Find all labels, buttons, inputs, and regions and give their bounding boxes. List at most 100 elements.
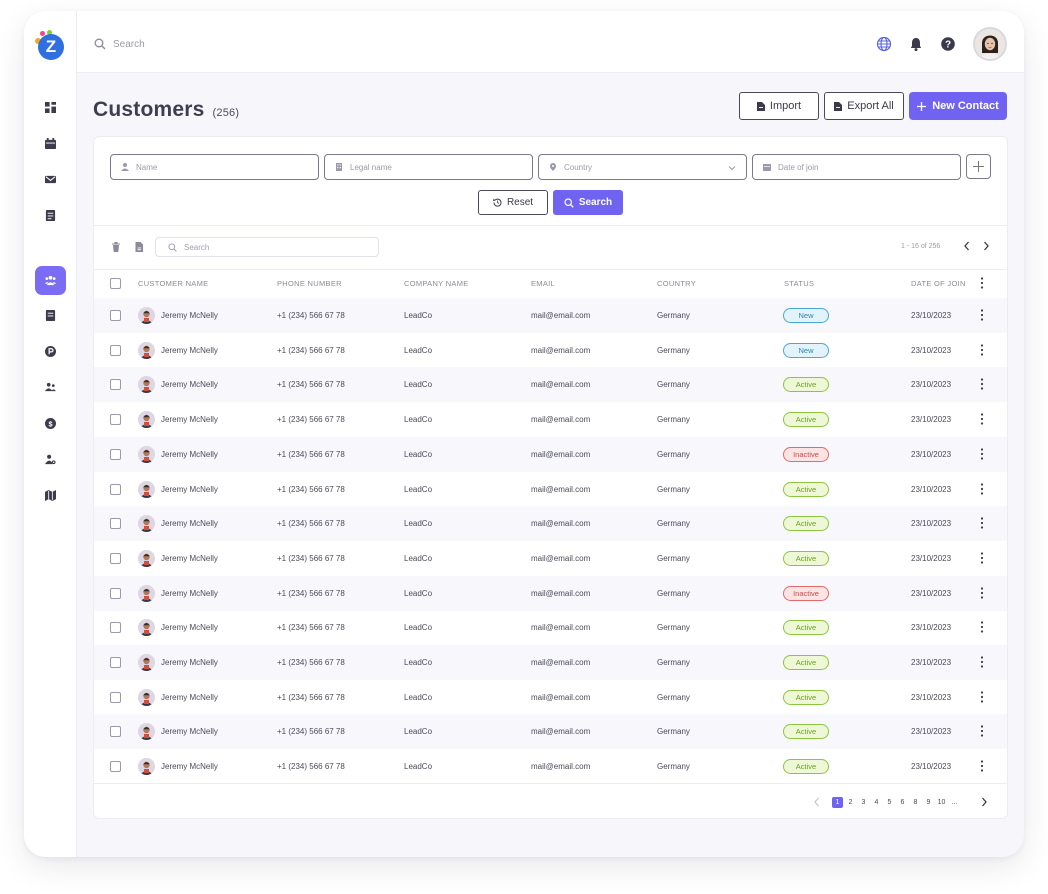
row-checkbox[interactable] bbox=[110, 552, 121, 564]
row-menu-icon[interactable] bbox=[980, 482, 984, 495]
row-menu-icon[interactable] bbox=[980, 691, 984, 703]
email-cell[interactable]: mail@email.com bbox=[531, 415, 591, 425]
app-logo[interactable]: Z bbox=[34, 30, 66, 62]
legal-name-filter[interactable] bbox=[324, 154, 533, 180]
email-cell[interactable]: mail@email.com bbox=[531, 623, 591, 633]
file-icon[interactable] bbox=[134, 242, 144, 252]
row-menu-icon[interactable] bbox=[980, 725, 984, 737]
row-checkbox[interactable] bbox=[110, 726, 121, 738]
row-menu-icon[interactable] bbox=[980, 621, 984, 633]
column-header-phone-number[interactable]: PHONE NUMBER bbox=[277, 279, 342, 288]
customer-name-cell[interactable]: Jeremy McNelly bbox=[161, 380, 218, 390]
table-row[interactable]: Jeremy McNelly +1 (234) 566 67 78 LeadCo ma… bbox=[94, 402, 1007, 437]
sidebar-item-report[interactable] bbox=[35, 201, 66, 230]
customer-name-cell[interactable]: Jeremy McNelly bbox=[161, 658, 218, 667]
country-filter[interactable] bbox=[538, 154, 747, 180]
row-menu-icon[interactable] bbox=[980, 309, 984, 321]
page-button[interactable]: 4 bbox=[874, 798, 879, 806]
chevron-right-icon[interactable] bbox=[981, 240, 991, 252]
column-header-date-of-join[interactable]: DATE OF JOIN bbox=[911, 279, 966, 288]
table-search[interactable] bbox=[155, 237, 379, 257]
legal-name-filter-input[interactable] bbox=[350, 162, 500, 172]
table-row[interactable]: Jeremy McNelly +1 (234) 566 67 78 LeadCo ma… bbox=[94, 680, 1007, 715]
table-row[interactable]: Jeremy McNelly +1 (234) 566 67 78 LeadCo ma… bbox=[94, 645, 1007, 680]
row-checkbox[interactable] bbox=[110, 518, 121, 530]
customer-name-cell[interactable]: Jeremy McNelly bbox=[161, 484, 218, 494]
email-cell[interactable]: mail@email.com bbox=[531, 519, 591, 529]
country-filter-select[interactable] bbox=[564, 162, 714, 172]
columns-menu-icon[interactable] bbox=[980, 277, 984, 289]
table-row[interactable]: Jeremy McNelly +1 (234) 566 67 78 LeadCo ma… bbox=[94, 714, 1007, 750]
table-row[interactable]: Jeremy McNelly +1 (234) 566 67 78 LeadCo ma… bbox=[94, 298, 1007, 333]
column-header-email[interactable]: EMAIL bbox=[531, 279, 556, 288]
page-button[interactable]: 8 bbox=[913, 798, 918, 806]
bell-icon[interactable] bbox=[908, 36, 924, 52]
help-icon[interactable]: ? bbox=[940, 36, 956, 52]
email-cell[interactable]: mail@email.com bbox=[531, 658, 591, 667]
date-of-join-filter[interactable] bbox=[752, 154, 961, 180]
select-all-checkbox[interactable] bbox=[110, 278, 121, 289]
row-menu-icon[interactable] bbox=[980, 656, 984, 668]
email-cell[interactable]: mail@email.com bbox=[531, 345, 591, 355]
sidebar-item-mail[interactable] bbox=[35, 165, 66, 194]
table-row[interactable]: Jeremy McNelly +1 (234) 566 67 78 LeadCo ma… bbox=[94, 367, 1007, 403]
row-checkbox[interactable] bbox=[110, 344, 121, 356]
trash-icon[interactable] bbox=[111, 242, 121, 252]
row-checkbox[interactable] bbox=[110, 622, 121, 634]
customer-name-cell[interactable]: Jeremy McNelly bbox=[161, 311, 218, 320]
table-row[interactable]: Jeremy McNelly +1 (234) 566 67 78 LeadCo ma… bbox=[94, 333, 1007, 368]
new-contact-button[interactable]: New Contact bbox=[909, 92, 1007, 120]
row-menu-icon[interactable] bbox=[980, 517, 984, 529]
sidebar-item-billing[interactable]: $ bbox=[35, 409, 66, 438]
customer-name-cell[interactable]: Jeremy McNelly bbox=[161, 692, 218, 702]
sidebar-item-documents[interactable] bbox=[35, 301, 66, 330]
row-checkbox[interactable] bbox=[110, 310, 121, 321]
customer-name-cell[interactable]: Jeremy McNelly bbox=[161, 727, 218, 737]
customer-name-cell[interactable]: Jeremy McNelly bbox=[161, 415, 218, 425]
customer-name-cell[interactable]: Jeremy McNelly bbox=[161, 588, 218, 598]
table-row[interactable]: Jeremy McNelly +1 (234) 566 67 78 LeadCo ma… bbox=[94, 749, 1007, 784]
sidebar-item-parking[interactable] bbox=[35, 337, 66, 366]
customer-name-cell[interactable]: Jeremy McNelly bbox=[161, 345, 218, 355]
search-button[interactable]: Search bbox=[553, 190, 623, 215]
table-row[interactable]: Jeremy McNelly +1 (234) 566 67 78 LeadCo ma… bbox=[94, 436, 1007, 472]
page-button[interactable]: 2 bbox=[848, 798, 853, 806]
chevron-left-icon[interactable] bbox=[812, 796, 822, 808]
import-button[interactable]: Import bbox=[739, 92, 819, 120]
row-menu-icon[interactable] bbox=[980, 413, 984, 425]
add-filter-button[interactable] bbox=[966, 154, 991, 179]
customer-name-cell[interactable]: Jeremy McNelly bbox=[161, 553, 218, 563]
row-checkbox[interactable] bbox=[110, 657, 121, 668]
row-checkbox[interactable] bbox=[110, 379, 121, 391]
sidebar-item-users[interactable] bbox=[35, 373, 66, 402]
table-row[interactable]: Jeremy McNelly +1 (234) 566 67 78 LeadCo ma… bbox=[94, 472, 1007, 507]
table-row[interactable]: Jeremy McNelly +1 (234) 566 67 78 LeadCo ma… bbox=[94, 610, 1007, 645]
export-all-button[interactable]: Export All bbox=[824, 92, 904, 120]
sidebar-item-customers[interactable] bbox=[35, 266, 66, 295]
email-cell[interactable]: mail@email.com bbox=[531, 484, 591, 494]
table-row[interactable]: Jeremy McNelly +1 (234) 566 67 78 LeadCo ma… bbox=[94, 575, 1007, 611]
date-of-join-input[interactable] bbox=[778, 162, 928, 172]
page-button[interactable]: 3 bbox=[861, 798, 866, 806]
column-header-company-name[interactable]: COMPANY NAME bbox=[404, 279, 469, 288]
row-checkbox[interactable] bbox=[110, 483, 121, 495]
column-header-country[interactable]: COUNTRY bbox=[657, 279, 697, 288]
row-checkbox[interactable] bbox=[110, 448, 121, 460]
page-button[interactable]: 10 bbox=[937, 798, 946, 806]
page-button[interactable]: 9 bbox=[926, 798, 931, 806]
row-menu-icon[interactable] bbox=[980, 378, 984, 390]
global-search-input[interactable] bbox=[113, 35, 313, 53]
globe-icon[interactable] bbox=[876, 36, 892, 52]
customer-name-cell[interactable]: Jeremy McNelly bbox=[161, 762, 218, 772]
row-menu-icon[interactable] bbox=[980, 760, 984, 772]
chevron-left-icon[interactable] bbox=[962, 240, 972, 252]
row-checkbox[interactable] bbox=[110, 414, 121, 426]
sidebar-item-dashboard[interactable] bbox=[35, 93, 66, 122]
name-filter-input[interactable] bbox=[136, 162, 286, 172]
table-row[interactable]: Jeremy McNelly +1 (234) 566 67 78 LeadCo ma… bbox=[94, 506, 1007, 542]
sidebar-item-calendar[interactable] bbox=[35, 129, 66, 158]
row-menu-icon[interactable] bbox=[980, 552, 984, 564]
page-button[interactable]: 1 bbox=[832, 796, 843, 808]
row-menu-icon[interactable] bbox=[980, 448, 984, 460]
row-checkbox[interactable] bbox=[110, 691, 121, 703]
